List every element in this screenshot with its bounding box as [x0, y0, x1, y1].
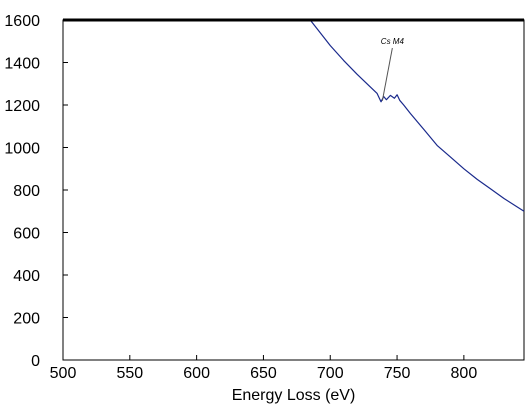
- y-tick-label: 200: [13, 311, 40, 328]
- annotation-label: Cs M4: [381, 37, 405, 46]
- y-tick-label: 1200: [4, 98, 40, 115]
- annotation-pointer: [381, 47, 393, 101]
- y-tick-label: 1600: [4, 13, 40, 30]
- y-axis: 0 200 400 600 800 1000 1200 1400 1600: [4, 13, 68, 370]
- y-tick-label: 0: [31, 353, 40, 370]
- y-tick-label: 400: [13, 268, 40, 285]
- x-tick-label: 500: [50, 365, 77, 382]
- x-tick-label: 550: [116, 365, 143, 382]
- x-tick-label: 650: [250, 365, 277, 382]
- x-axis: 500 550 600 650 700 750 800: [50, 355, 478, 382]
- x-tick-label: 800: [451, 365, 478, 382]
- annotation-layer: Cs M4: [381, 37, 405, 101]
- y-tick-label: 1000: [4, 141, 40, 158]
- spectrum-line: [309, 19, 525, 212]
- plot-border: [62, 19, 525, 361]
- x-tick-label: 600: [183, 365, 210, 382]
- y-tick-label: 600: [13, 226, 40, 243]
- y-tick-label: 800: [13, 183, 40, 200]
- plot-frame: [62, 19, 525, 361]
- x-tick-label: 700: [317, 365, 344, 382]
- x-axis-title: Energy Loss (eV): [232, 387, 356, 404]
- y-tick-label: 1400: [4, 56, 40, 73]
- x-tick-label: 750: [384, 365, 411, 382]
- series-layer: [63, 18, 525, 212]
